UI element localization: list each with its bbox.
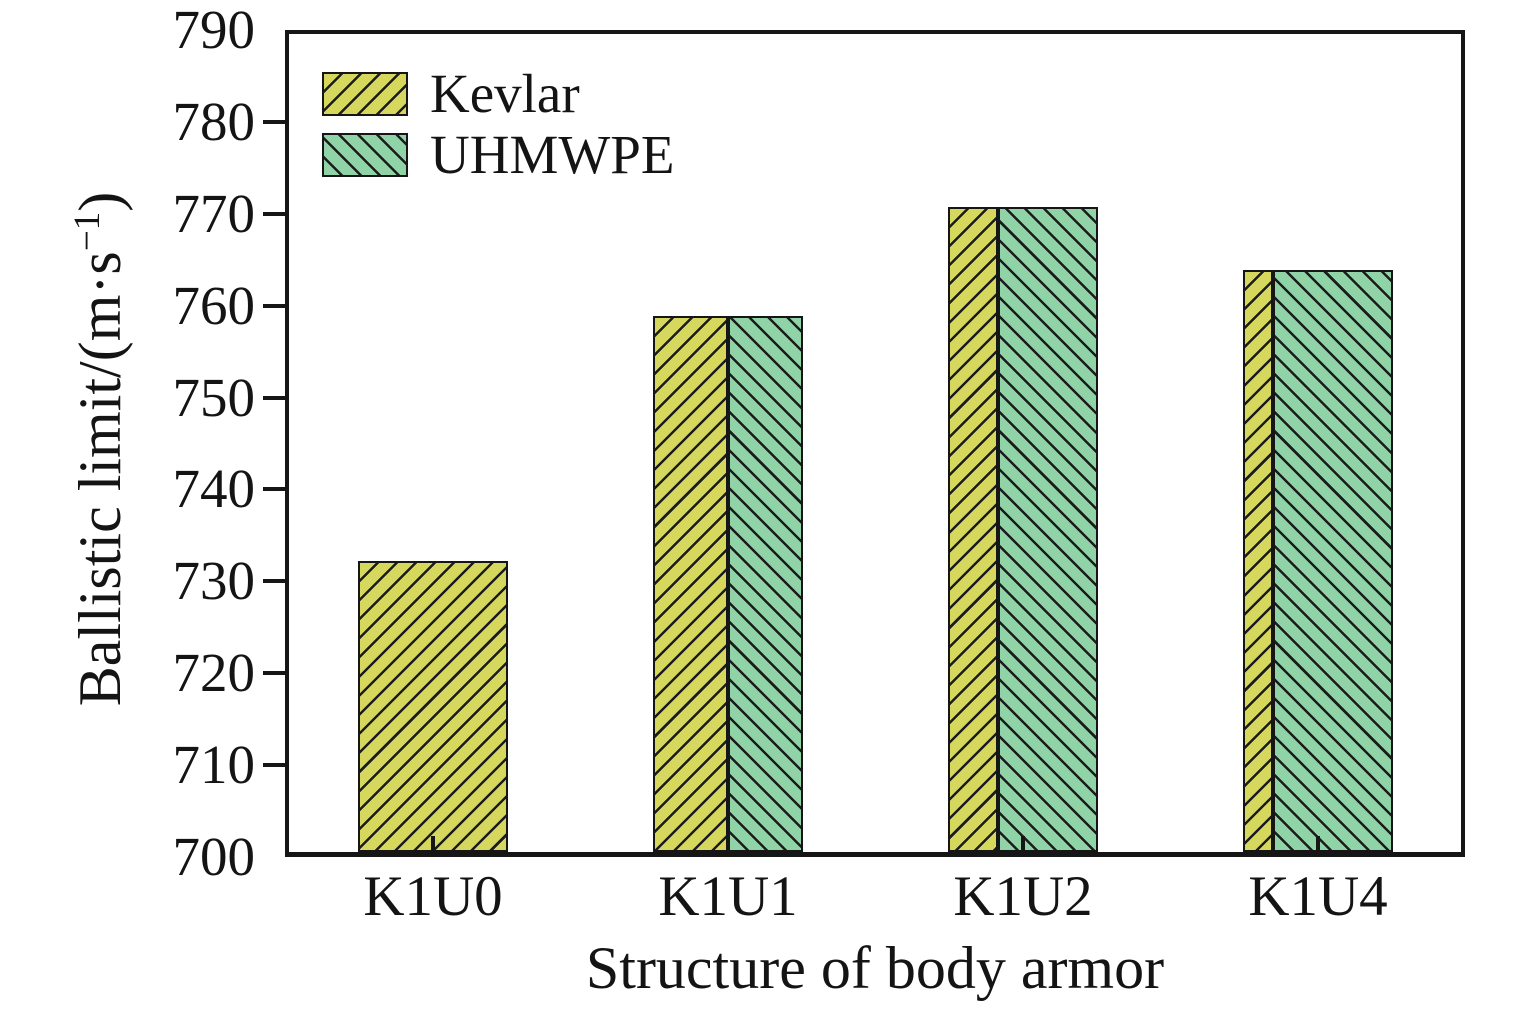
x-axis-title: Structure of body armor bbox=[585, 935, 1165, 1001]
y-tick-mark bbox=[263, 579, 285, 584]
plot-area bbox=[285, 30, 1465, 857]
kevlar-swatch-icon bbox=[322, 72, 408, 116]
y-tick-label: 760 bbox=[172, 274, 256, 336]
y-tick-label: 750 bbox=[172, 366, 256, 428]
y-tick-mark bbox=[263, 303, 285, 308]
y-tick-label: 740 bbox=[172, 458, 256, 520]
y-tick-mark bbox=[263, 487, 285, 492]
y-tick-mark bbox=[263, 119, 285, 124]
x-tick-label: K1U0 bbox=[363, 865, 503, 928]
y-tick-label: 790 bbox=[172, 0, 256, 60]
y-tick-mark bbox=[263, 211, 285, 216]
bar-K1U2-Kevlar bbox=[948, 206, 998, 852]
x-tick-mark bbox=[1316, 836, 1320, 852]
legend: Kevlar UHMWPE bbox=[322, 63, 675, 194]
bar-K1U2-UHMWPE bbox=[998, 206, 1098, 852]
legend-row-kevlar: Kevlar bbox=[322, 63, 674, 124]
y-tick-mark bbox=[263, 763, 285, 768]
x-tick-label: K1U1 bbox=[658, 865, 798, 928]
y-tick-mark bbox=[263, 395, 285, 400]
bar-K1U4-Kevlar bbox=[1243, 270, 1273, 852]
legend-label-kevlar: Kevlar bbox=[430, 63, 580, 124]
y-tick-label: 720 bbox=[172, 642, 256, 704]
y-tick-label: 770 bbox=[172, 182, 256, 244]
x-tick-mark bbox=[431, 836, 435, 852]
y-tick-mark bbox=[263, 671, 285, 676]
legend-row-uhmwpe: UHMWPE bbox=[322, 124, 675, 185]
bar-K1U4-UHMWPE bbox=[1273, 270, 1393, 852]
y-tick-label: 730 bbox=[172, 550, 256, 612]
x-tick-label: K1U2 bbox=[953, 865, 1093, 928]
bar-K1U0-Kevlar bbox=[358, 561, 508, 852]
x-tick-mark bbox=[726, 836, 730, 852]
x-tick-mark bbox=[1021, 836, 1025, 852]
y-tick-label: 780 bbox=[172, 90, 256, 152]
bar-K1U1-Kevlar bbox=[653, 315, 728, 852]
uhmwpe-swatch-icon bbox=[322, 133, 408, 177]
x-tick-label: K1U4 bbox=[1248, 865, 1388, 928]
y-tick-label: 700 bbox=[172, 826, 256, 887]
y-tick-label: 710 bbox=[172, 734, 256, 796]
legend-label-uhmwpe: UHMWPE bbox=[430, 124, 675, 185]
bar-K1U1-UHMWPE bbox=[728, 315, 803, 852]
